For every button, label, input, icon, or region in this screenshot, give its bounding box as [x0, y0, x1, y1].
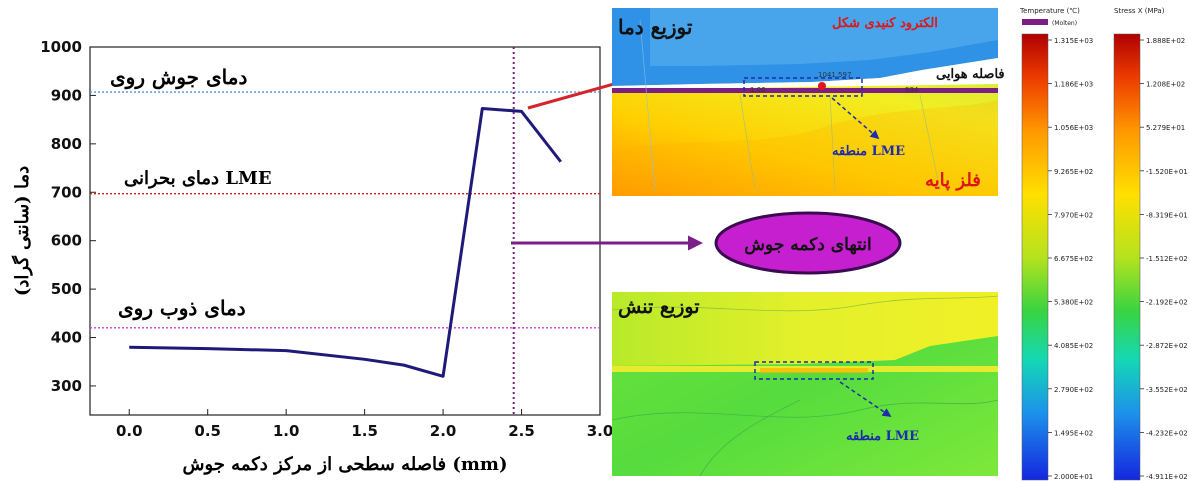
- x-tick-label: 1.0: [273, 422, 300, 440]
- colorbar-label: 1.495E+02: [1054, 429, 1093, 437]
- stress-color-bar: [1113, 33, 1141, 481]
- colorbar-label: 6.675E+02: [1054, 255, 1093, 263]
- weld-button-edge-callout: انتهای دکمه جوش: [714, 211, 902, 275]
- colorbar-label: 1.056E+03: [1054, 124, 1093, 132]
- x-tick-label: 0.0: [116, 422, 143, 440]
- hot-spot: [818, 82, 826, 90]
- y-tick-label: 700: [51, 183, 82, 201]
- x-tick-label: 3.0: [587, 422, 614, 440]
- colorbar-label: -4.911E+02: [1146, 473, 1188, 481]
- colorbar-label: 1.315E+03: [1054, 37, 1093, 45]
- tag-2: 1.06: [750, 86, 766, 94]
- temp-panel-title: توزیع دما: [618, 15, 693, 40]
- temperature-distribution-panel: 1041.597 1.06 934 توزیع دما الکترود کنید…: [612, 8, 1005, 196]
- colorbar-label: -1.520E+01: [1146, 168, 1188, 176]
- molten-label: (Molten): [1052, 20, 1077, 27]
- ref-label-zinc-melting: دمای ذوب روی: [118, 296, 246, 321]
- colorbar-label: 5.380E+02: [1054, 299, 1093, 307]
- stress-legend: Stress X (MPa) 1.888E+02 1.208E+02 5.279E+…: [1113, 7, 1188, 481]
- y-tick-label: 300: [51, 377, 82, 395]
- stress-legend-title: Stress X (MPa): [1114, 7, 1165, 15]
- colorbar-label: 2.790E+02: [1054, 386, 1093, 394]
- colorbar-label: -3.552E+02: [1146, 386, 1188, 394]
- x-tick-label: 1.5: [351, 422, 378, 440]
- colorbar-label: 2.000E+01: [1054, 473, 1093, 481]
- colorbar-label: 9.265E+02: [1054, 168, 1093, 176]
- y-tick-label: 800: [51, 135, 82, 153]
- stress-distribution-panel: توزیع تنش منطقه LME: [611, 292, 999, 477]
- plot-frame: [89, 46, 601, 416]
- colorbar-label: -4.232E+02: [1146, 429, 1188, 437]
- colorbar-label: -8.319E+01: [1146, 211, 1188, 219]
- colorbar-label: 1.888E+02: [1146, 37, 1185, 45]
- x-tick-label: 2.0: [430, 422, 457, 440]
- base-metal-label: فلز پایه: [925, 170, 981, 191]
- ref-label-zinc-boiling: دمای جوش روی: [110, 65, 247, 90]
- lme-zone-label-bottom: منطقه LME: [846, 429, 919, 444]
- lme-zone-label-top: منطقه LME: [832, 144, 905, 159]
- colorbar-label: -2.872E+02: [1146, 342, 1188, 350]
- x-axis-label: فاصله سطحی از مرکز دکمه جوش (mm): [183, 454, 508, 475]
- y-tick-label: 900: [51, 86, 82, 104]
- temp-legend-title: Temperature (℃): [1019, 7, 1080, 15]
- tag-3: 934: [905, 86, 919, 94]
- stress-panel-title: توزیع تنش: [618, 296, 700, 318]
- colorbar-label: 1.186E+03: [1054, 81, 1093, 89]
- y-tick-label: 400: [51, 329, 82, 347]
- colorbar-label: 1.208E+02: [1146, 81, 1185, 89]
- line-chart: 0.0 0.5 1.0 1.5 2.0 2.5 3.0 300 400 500 600 700 800…: [11, 38, 613, 475]
- ref-label-lme-critical: دمای بحرانی LME: [124, 168, 272, 189]
- y-axis-label: دما (سانتی گراد): [11, 166, 33, 296]
- x-tick-label: 0.5: [194, 422, 221, 440]
- stress-upper-region: [612, 292, 998, 366]
- molten-swatch: [1022, 19, 1048, 25]
- colorbar-label: 7.970E+02: [1054, 211, 1093, 219]
- y-tick-label: 1000: [40, 38, 82, 56]
- molten-strip: [612, 88, 998, 93]
- colorbar-label: 5.279E+01: [1146, 124, 1185, 132]
- colorbar-label: 4.085E+02: [1054, 342, 1093, 350]
- air-gap-label: فاصله هوایی: [936, 67, 1005, 82]
- colorbar-label: -1.512E+02: [1146, 255, 1188, 263]
- air-gap: [612, 58, 998, 90]
- temperature-legend: Temperature (℃) (Molten) 1.315E+03 1.186E…: [1019, 7, 1093, 481]
- lme-zone-box: [743, 77, 863, 97]
- temp-color-bar: [1021, 33, 1049, 481]
- electrode-label: الکترود کنیدی شکل: [832, 16, 938, 31]
- y-tick-label: 600: [51, 232, 82, 250]
- stress-lme-zone-box: [754, 361, 874, 380]
- callout-text: انتهای دکمه جوش: [744, 235, 871, 255]
- tag-1: 1041.597: [818, 71, 851, 79]
- x-tick-label: 2.5: [508, 422, 535, 440]
- y-tick-label: 500: [51, 280, 82, 298]
- series-line: [129, 106, 562, 378]
- colorbar-label: -2.192E+02: [1146, 299, 1188, 307]
